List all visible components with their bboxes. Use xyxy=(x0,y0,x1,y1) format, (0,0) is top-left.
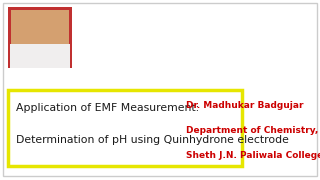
FancyBboxPatch shape xyxy=(8,7,72,68)
Text: Application of EMF Measurement:: Application of EMF Measurement: xyxy=(16,103,199,113)
Text: Dr. Madhukar Badgujar: Dr. Madhukar Badgujar xyxy=(186,101,303,110)
FancyBboxPatch shape xyxy=(8,90,242,166)
FancyBboxPatch shape xyxy=(10,44,70,68)
FancyBboxPatch shape xyxy=(11,10,69,47)
Text: Sheth J.N. Paliwala College Pali: Sheth J.N. Paliwala College Pali xyxy=(186,151,320,160)
Text: Determination of pH using Quinhydrone electrode: Determination of pH using Quinhydrone el… xyxy=(16,135,289,145)
Text: Department of Chemistry,: Department of Chemistry, xyxy=(186,126,318,135)
